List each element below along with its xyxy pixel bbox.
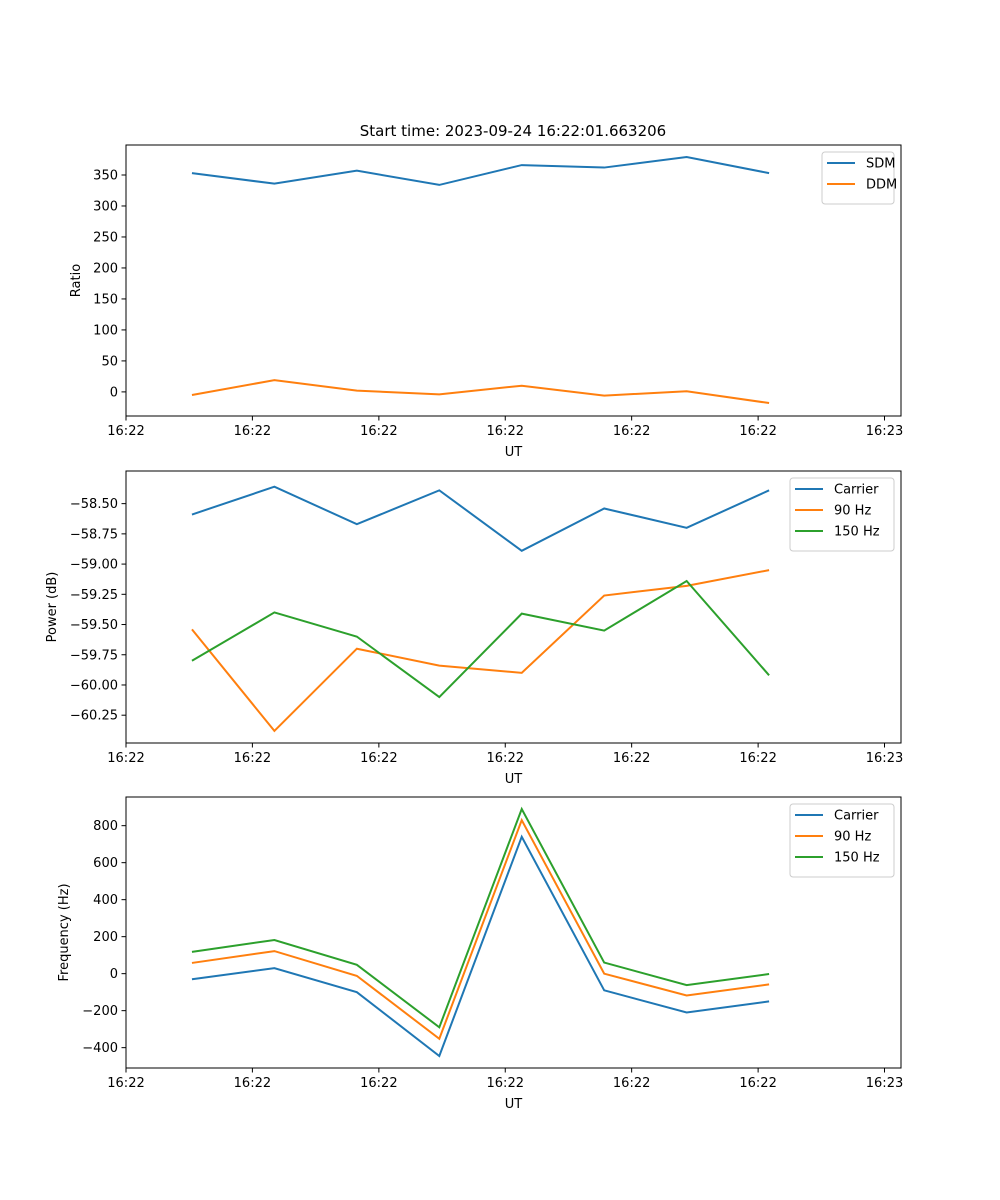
legend-label: Carrier — [834, 483, 879, 498]
x-tick-label: 16:22 — [739, 751, 776, 766]
y-tick-label: 0 — [110, 967, 118, 982]
x-tick-label: 16:22 — [613, 751, 650, 766]
series-line-90-hz — [191, 817, 770, 1041]
y-tick-label: 150 — [93, 292, 118, 307]
y-tick-label: 100 — [93, 323, 118, 338]
x-tick-label: 16:23 — [866, 424, 903, 439]
series-line-150-hz — [191, 806, 770, 1029]
y-axis-label: Power (dB) — [45, 572, 60, 643]
y-axis-label: Ratio — [69, 264, 84, 297]
y-tick-label: 200 — [93, 261, 118, 276]
x-tick-label: 16:22 — [107, 424, 144, 439]
series-line-carrier — [191, 485, 770, 552]
y-tick-label: −59.00 — [70, 558, 118, 573]
y-tick-label: −59.25 — [70, 588, 118, 603]
plot-frame — [125, 144, 902, 417]
plot-frame — [125, 796, 902, 1069]
chart-title: Start time: 2023-09-24 16:22:01.663206 — [360, 122, 666, 140]
subplot-2: 16:22 16:22 16:22 16:22 16:22 16:22 16:23 UT −60… — [45, 470, 903, 787]
y-tick-label: −200 — [82, 1004, 118, 1019]
x-tick-label: 16:22 — [360, 751, 397, 766]
y-tick-label: −400 — [82, 1041, 118, 1056]
x-axis-label: UT — [505, 1097, 523, 1112]
series-line-sdm — [191, 156, 770, 186]
x-tick-label: 16:22 — [487, 751, 524, 766]
y-tick-label: 200 — [93, 930, 118, 945]
x-axis-label: UT — [505, 772, 523, 787]
y-tick-label: −60.00 — [70, 678, 118, 693]
y-tick-label: 250 — [93, 230, 118, 245]
y-tick-label: −60.25 — [70, 709, 118, 724]
x-tick-label: 16:22 — [234, 751, 271, 766]
y-tick-label: −59.50 — [70, 618, 118, 633]
x-tick-label: 16:22 — [234, 1076, 271, 1091]
y-tick-label: 400 — [93, 893, 118, 908]
x-tick-label: 16:22 — [739, 1076, 776, 1091]
legend-box — [789, 477, 895, 552]
x-tick-label: 16:22 — [360, 424, 397, 439]
legend-box — [821, 151, 895, 205]
x-tick-label: 16:23 — [866, 751, 903, 766]
y-tick-label: 600 — [93, 856, 118, 871]
y-tick-label: 800 — [93, 819, 118, 834]
legend-box — [789, 803, 895, 878]
x-axis-label: UT — [505, 445, 523, 460]
y-tick-label: −58.75 — [70, 527, 118, 542]
legend-label: 90 Hz — [834, 830, 871, 845]
y-tick-label: 350 — [93, 168, 118, 183]
series-line-90-hz — [191, 569, 770, 733]
y-axis-label: Frequency (Hz) — [57, 883, 72, 981]
y-tick-label: 0 — [110, 385, 118, 400]
x-tick-label: 16:22 — [234, 424, 271, 439]
series-line-150-hz — [191, 579, 770, 699]
series-line-carrier — [191, 834, 770, 1058]
legend: Carrier 90 Hz 150 Hz — [789, 477, 895, 552]
x-tick-label: 16:22 — [739, 424, 776, 439]
x-tick-label: 16:23 — [866, 1076, 903, 1091]
x-tick-label: 16:22 — [487, 1076, 524, 1091]
legend-label: Carrier — [834, 809, 879, 824]
x-tick-label: 16:22 — [107, 1076, 144, 1091]
x-tick-label: 16:22 — [487, 424, 524, 439]
subplot-3: 16:22 16:22 16:22 16:22 16:22 16:22 16:23 UT −40… — [57, 796, 903, 1112]
legend: SDM DDM — [821, 151, 897, 205]
legend-label: 150 Hz — [834, 525, 880, 540]
series-line-ddm — [191, 379, 770, 405]
legend-label: 150 Hz — [834, 851, 880, 866]
x-tick-label: 16:22 — [613, 424, 650, 439]
y-tick-label: 300 — [93, 199, 118, 214]
y-tick-label: 50 — [101, 354, 118, 369]
legend-label: DDM — [866, 178, 897, 193]
y-tick-label: −59.75 — [70, 648, 118, 663]
plot-frame — [125, 470, 902, 744]
legend-label: SDM — [866, 157, 895, 172]
y-tick-label: −58.50 — [70, 497, 118, 512]
x-tick-label: 16:22 — [107, 751, 144, 766]
subplot-1: 16:22 16:22 16:22 16:22 16:22 16:22 16:23 UT 0 50… — [69, 144, 903, 460]
legend: Carrier 90 Hz 150 Hz — [789, 803, 895, 878]
x-tick-label: 16:22 — [613, 1076, 650, 1091]
legend-label: 90 Hz — [834, 504, 871, 519]
x-tick-label: 16:22 — [360, 1076, 397, 1091]
